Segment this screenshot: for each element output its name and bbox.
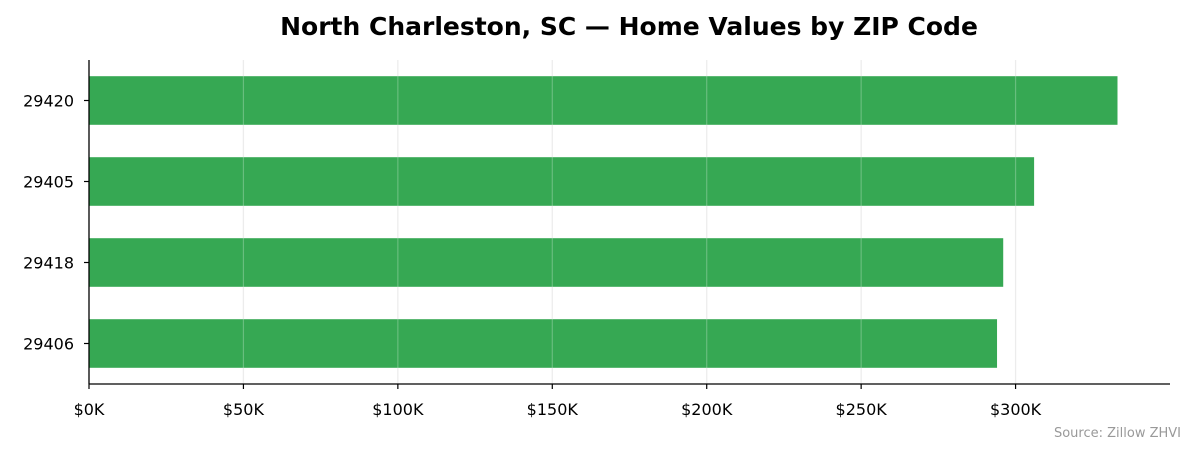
bar	[89, 76, 1118, 125]
bars	[89, 60, 1118, 384]
x-tick-label: $250K	[836, 400, 888, 419]
x-axis-ticks: $0K $50K $100K $150K $200K $250K $300K	[74, 384, 1042, 419]
y-axis-ticks: 29420 29405 29418 29406	[23, 92, 89, 354]
y-tick-label: 29406	[23, 335, 74, 354]
x-tick-label: $200K	[681, 400, 733, 419]
source-note: Source: Zillow ZHVI	[1054, 426, 1181, 441]
y-tick-label: 29420	[23, 92, 74, 111]
y-tick-label: 29405	[23, 173, 74, 192]
x-tick-label: $100K	[372, 400, 424, 419]
y-tick-label: 29418	[23, 254, 74, 273]
bar	[89, 238, 1004, 287]
chart-title: North Charleston, SC — Home Values by ZI…	[280, 12, 978, 41]
x-tick-label: $0K	[74, 400, 105, 419]
x-tick-label: $300K	[990, 400, 1042, 419]
x-tick-label: $150K	[527, 400, 579, 419]
x-tick-label: $50K	[223, 400, 265, 419]
bar	[89, 319, 998, 368]
bar	[89, 157, 1035, 206]
axes	[88, 60, 1170, 385]
